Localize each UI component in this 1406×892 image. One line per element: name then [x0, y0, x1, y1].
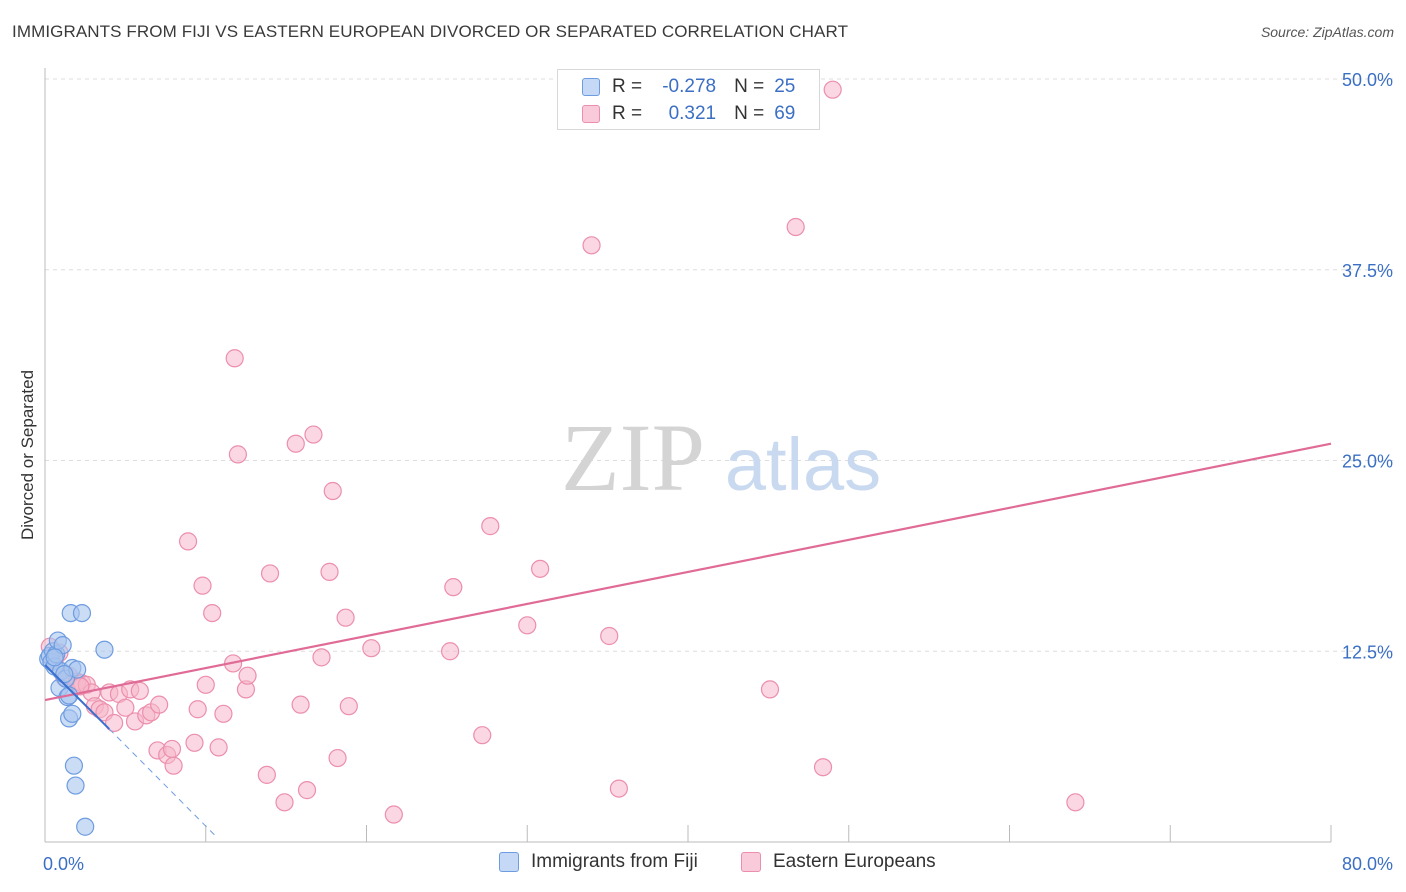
fiji-n-value: 25: [774, 76, 796, 97]
eastern-point: [196, 675, 215, 694]
fiji-n-label: N =: [734, 76, 765, 97]
fiji-point: [76, 817, 95, 836]
y-tick-label: 50.0%: [1342, 70, 1393, 90]
source-label: Source: ZipAtlas.com: [1260, 24, 1394, 40]
axes: [44, 68, 1332, 843]
eastern-point: [362, 639, 381, 658]
eastern-point: [291, 695, 310, 714]
eastern-point: [286, 434, 305, 453]
eastern-point: [312, 648, 331, 667]
eastern-point: [304, 425, 323, 444]
eastern-point: [178, 532, 198, 551]
eastern-swatch: [582, 105, 600, 123]
legend-eastern-swatch: [741, 852, 761, 872]
legend-row-fiji: R = -0.278 N = 25: [582, 75, 795, 99]
x-tick-label: 80.0%: [1342, 854, 1393, 874]
eastern-point: [600, 626, 619, 646]
eastern-point: [164, 756, 183, 775]
eastern-point: [473, 726, 492, 745]
eastern-point: [760, 680, 780, 699]
eastern-point: [328, 748, 347, 768]
fiji-point: [64, 756, 84, 775]
eastern-point: [238, 666, 257, 685]
fiji-point: [45, 648, 64, 667]
eastern-point: [481, 517, 500, 536]
eastern-point: [203, 603, 222, 623]
y-tick-label: 25.0%: [1342, 452, 1393, 472]
eastern-point: [440, 642, 460, 661]
eastern-point: [1066, 793, 1085, 812]
eastern-n-label: N =: [734, 103, 765, 124]
fiji-point: [63, 704, 82, 723]
legend-item-eastern: Eastern Europeans: [741, 851, 936, 873]
eastern-point: [130, 681, 149, 701]
legend-eastern-label: Eastern Europeans: [773, 851, 936, 872]
eastern-point: [260, 564, 280, 583]
fiji-point: [55, 665, 74, 684]
legend-fiji-swatch: [499, 852, 519, 872]
legend-row-eastern: R = 0.321 N = 69: [582, 102, 795, 126]
y-tick-label: 12.5%: [1342, 642, 1393, 662]
eastern-point: [531, 559, 550, 578]
eastern-point: [582, 236, 601, 255]
watermark: ZIP atlas: [561, 404, 881, 511]
eastern-point: [214, 704, 233, 723]
fiji-trend-extension: [108, 728, 218, 838]
fiji-trend-line: [44, 664, 111, 730]
fiji-swatch: [582, 78, 600, 96]
eastern-point: [162, 739, 182, 759]
watermark-atlas: atlas: [725, 423, 881, 506]
eastern-point: [813, 758, 833, 777]
eastern-point: [384, 805, 403, 824]
eastern-point: [228, 445, 247, 464]
trend-lines: [44, 442, 1332, 838]
correlation-legend: R = -0.278 N = 25 R = 0.321 N = 69: [557, 69, 820, 130]
eastern-point: [185, 733, 204, 752]
eastern-point: [275, 793, 294, 812]
eastern-point: [257, 765, 276, 784]
watermark-zip: ZIP: [561, 404, 705, 511]
eastern-point: [786, 217, 805, 237]
fiji-point: [95, 640, 114, 659]
fiji-point: [72, 603, 92, 623]
y-axis-label: Divorced or Separated: [18, 370, 37, 540]
eastern-point: [297, 781, 317, 800]
legend-item-fiji: Immigrants from Fiji: [499, 851, 698, 873]
fiji-r-label: R =: [612, 76, 643, 97]
fiji-point: [66, 776, 85, 795]
y-tick-label: 37.5%: [1342, 261, 1393, 281]
eastern-point: [150, 695, 169, 714]
eastern-point: [193, 576, 212, 595]
eastern-point: [518, 616, 537, 635]
eastern-point: [188, 700, 207, 719]
x-tick-label: 0.0%: [43, 854, 84, 874]
legend-fiji-label: Immigrants from Fiji: [531, 851, 698, 872]
eastern-point: [444, 578, 463, 597]
eastern-point: [336, 608, 355, 627]
eastern-point: [609, 779, 628, 798]
eastern-point: [323, 481, 342, 501]
eastern-r-label: R =: [612, 103, 643, 124]
eastern-point: [320, 562, 339, 581]
eastern-point: [116, 698, 135, 717]
series-legend: Immigrants from Fiji Eastern Europeans: [0, 851, 1406, 877]
eastern-point: [105, 713, 124, 733]
eastern-point: [225, 349, 244, 368]
eastern-r-value: 0.321: [668, 103, 717, 124]
eastern-trend-line: [44, 442, 1332, 702]
eastern-point: [823, 80, 842, 99]
chart-title: IMMIGRANTS FROM FIJI VS EASTERN EUROPEAN…: [12, 22, 849, 41]
fiji-r-value: -0.278: [662, 76, 717, 97]
eastern-point: [209, 738, 228, 757]
eastern-n-value: 69: [774, 103, 796, 124]
eastern-point: [339, 697, 358, 716]
tick-labels: 12.5% 25.0% 37.5% 50.0% 0.0% 80.0%: [43, 70, 1393, 874]
series-immigrants-from-fiji: [39, 603, 114, 836]
